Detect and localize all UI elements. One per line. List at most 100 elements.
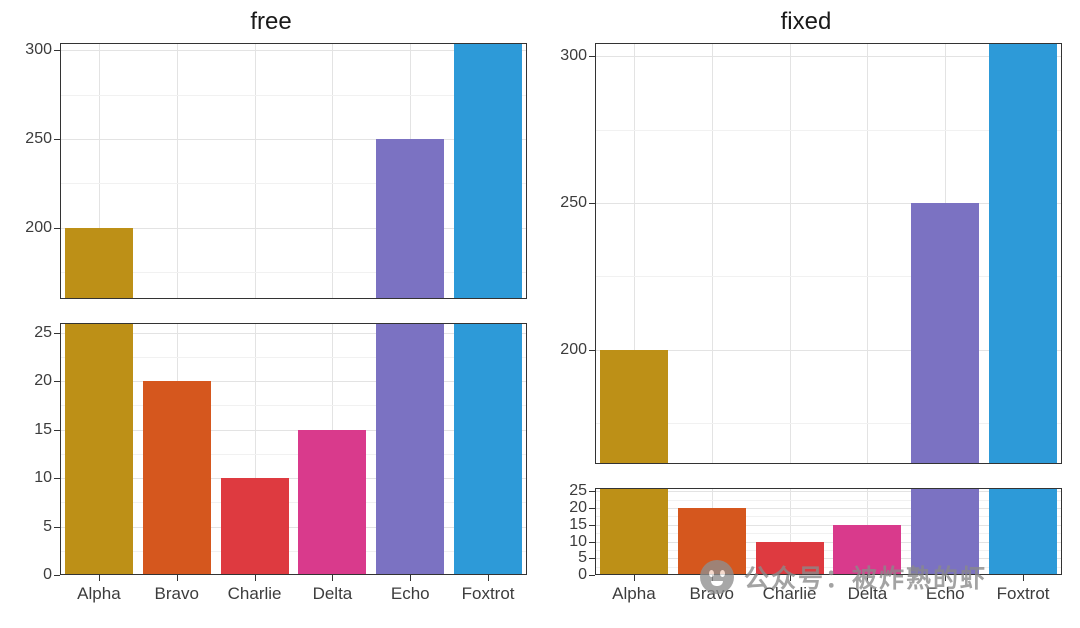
y-tick-label: 200 — [560, 340, 587, 358]
panel-fixed-top — [595, 43, 1062, 464]
gridline-minor-h — [595, 533, 1062, 535]
gridline-vertical — [98, 43, 100, 299]
bar-alpha — [599, 488, 668, 575]
bar-bravo — [142, 381, 211, 575]
gridline-minor-h — [595, 516, 1062, 518]
gridline-minor-h — [60, 272, 527, 274]
y-tick-mark — [589, 558, 595, 560]
gridline-major-h — [595, 541, 1062, 543]
y-tick-label: 300 — [25, 41, 52, 59]
gridline-minor-h — [60, 405, 527, 407]
x-tick-mark — [1023, 575, 1025, 581]
x-tick-mark — [488, 575, 490, 581]
x-tick-label-alpha: Alpha — [612, 584, 656, 603]
y-tick-mark — [54, 429, 60, 431]
y-tick-mark — [589, 491, 595, 493]
panel-free-top — [60, 43, 527, 299]
y-tick-label: 10 — [34, 469, 52, 487]
y-tick-mark — [54, 139, 60, 140]
x-tick-mark — [867, 575, 869, 581]
y-tick-mark — [589, 575, 595, 576]
gridline-minor-h — [595, 499, 1062, 501]
gridline-major-h — [595, 524, 1062, 526]
y-tick-mark — [589, 349, 595, 351]
gridline-minor-h — [60, 453, 527, 455]
y-tick-label: 200 — [25, 218, 52, 236]
bar-delta — [298, 429, 367, 575]
gridline-major-h — [595, 508, 1062, 510]
bar-foxtrot — [454, 43, 523, 299]
y-tick-label: 0 — [578, 566, 587, 583]
y-tick-mark — [589, 541, 595, 543]
y-tick-mark — [54, 50, 60, 52]
gridline-vertical — [332, 43, 334, 299]
y-tick-label: 10 — [569, 532, 587, 550]
x-tick-label-foxtrot: Foxtrot — [996, 584, 1050, 603]
gridline-vertical — [711, 43, 713, 464]
gridline-vertical — [789, 43, 791, 464]
gridline-major-h — [60, 332, 527, 334]
x-tick-mark — [945, 575, 947, 581]
bar-charlie — [755, 541, 824, 575]
gridline-minor-h — [595, 129, 1062, 131]
gridline-major-h — [60, 429, 527, 431]
gridline-minor-h — [60, 550, 527, 552]
y-tick-mark — [54, 227, 60, 229]
panel-fixed-bottom — [595, 488, 1062, 575]
wechat-avatar-icon — [700, 560, 734, 594]
x-tick-mark — [332, 575, 334, 581]
gridline-major-h — [60, 227, 527, 229]
facet-title-fixed: fixed — [780, 8, 832, 35]
gridline-minor-h — [595, 422, 1062, 424]
x-tick-label-bravo: Bravo — [154, 584, 199, 603]
y-tick-mark — [54, 381, 60, 383]
x-tick-mark — [98, 575, 100, 581]
bar-alpha — [64, 323, 133, 575]
gridline-minor-h — [60, 183, 527, 185]
y-tick-label: 20 — [569, 499, 587, 517]
y-tick-label: 20 — [34, 372, 52, 390]
y-tick-mark — [54, 332, 60, 334]
bar-alpha — [64, 227, 133, 299]
gridline-vertical — [254, 43, 256, 299]
panel-free-bottom — [60, 323, 527, 575]
x-tick-label-echo: Echo — [925, 584, 965, 603]
avatar-eye-icon — [709, 570, 714, 577]
gridline-major-h — [60, 50, 527, 52]
y-tick-label: 25 — [34, 323, 52, 341]
y-tick-label: 15 — [34, 420, 52, 438]
y-tick-label: 0 — [43, 566, 52, 583]
y-tick-mark — [54, 478, 60, 480]
gridline-minor-h — [60, 94, 527, 96]
y-tick-label: 300 — [560, 47, 587, 65]
x-tick-label-echo: Echo — [390, 584, 430, 603]
x-tick-mark — [254, 575, 256, 581]
y-tick-label: 25 — [569, 482, 587, 500]
x-tick-label-delta: Delta — [312, 584, 353, 603]
gridline-major-h — [60, 381, 527, 383]
gridline-minor-h — [595, 566, 1062, 568]
bar-charlie — [220, 478, 289, 575]
gridline-vertical — [867, 43, 869, 464]
gridline-major-h — [595, 349, 1062, 351]
avatar-mouth-icon — [711, 581, 723, 586]
bar-echo — [376, 139, 445, 299]
bar-foxtrot — [989, 488, 1058, 575]
gridline-minor-h — [595, 276, 1062, 278]
x-tick-mark — [633, 575, 635, 581]
gridline-major-h — [595, 558, 1062, 560]
gridline-major-h — [60, 478, 527, 480]
gridline-minor-h — [60, 356, 527, 358]
y-tick-label: 250 — [25, 130, 52, 147]
avatar-eye-icon — [720, 570, 725, 577]
y-tick-label: 5 — [578, 549, 587, 567]
gridline-vertical — [254, 323, 256, 575]
watermark-text: 公众号：被炸熟的虾 — [744, 565, 988, 593]
gridline-vertical — [176, 43, 178, 299]
y-tick-mark — [589, 524, 595, 526]
gridline-major-h — [595, 491, 1062, 493]
x-tick-mark — [789, 575, 791, 581]
facet-title-free: free — [250, 8, 292, 35]
